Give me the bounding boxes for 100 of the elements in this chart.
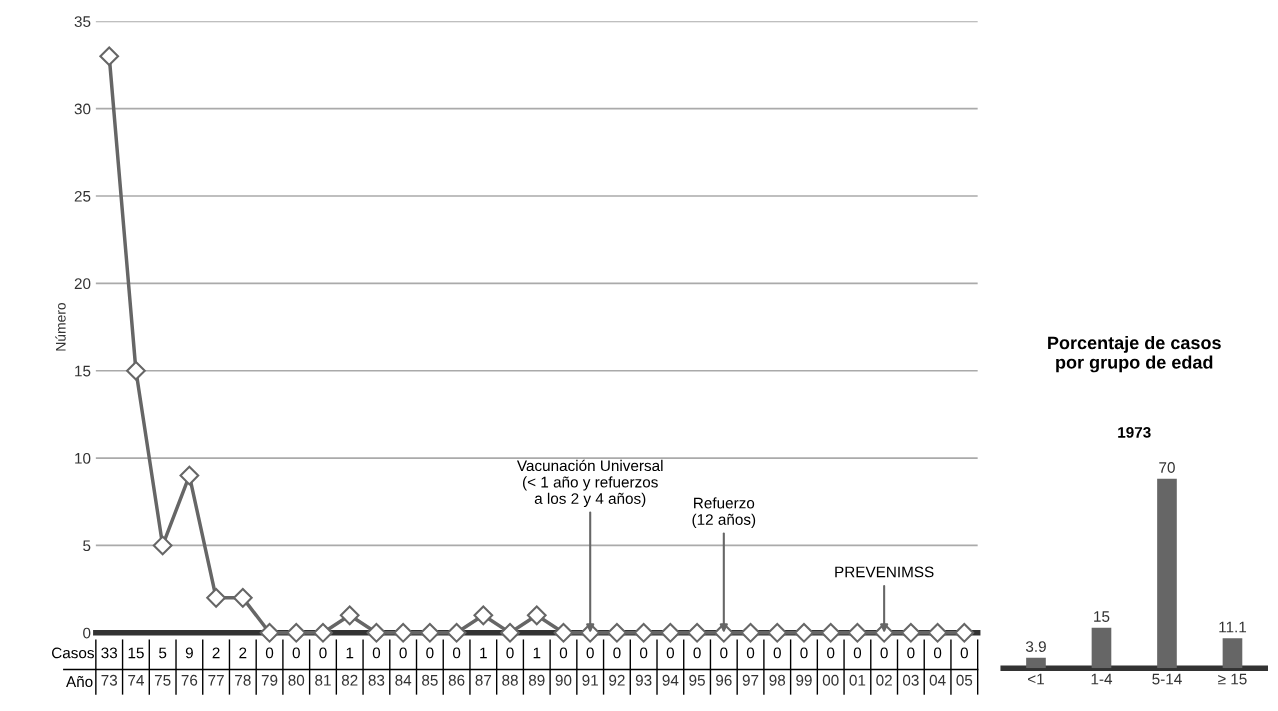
point bbox=[393, 622, 414, 643]
x-tick-label: 87 bbox=[475, 674, 492, 686]
data-label: 15 bbox=[128, 647, 144, 659]
x-tick-label: 00 bbox=[822, 674, 839, 686]
point bbox=[794, 622, 814, 643]
data-label: 0 bbox=[292, 647, 300, 659]
x-tick-label: 91 bbox=[582, 674, 598, 686]
data-label: 0 bbox=[773, 647, 781, 659]
data-label: 0 bbox=[559, 647, 568, 659]
data-label: 0 bbox=[613, 647, 621, 659]
data-label: 0 bbox=[372, 647, 381, 659]
x-tick-label: 04 bbox=[929, 674, 946, 686]
y-tick-label: 35 bbox=[74, 16, 91, 28]
data-label: 9 bbox=[185, 647, 193, 659]
x-tick-label: 95 bbox=[689, 674, 705, 686]
x-tick-label: 94 bbox=[662, 674, 679, 686]
data-label: 2 bbox=[212, 647, 220, 659]
y-tick-label: 10 bbox=[75, 452, 91, 464]
chart-title: Porcentaje de casos por grupo de edad bbox=[1048, 335, 1221, 373]
x-tick-label: 93 bbox=[635, 674, 652, 686]
x-tick-label: 05 bbox=[956, 674, 973, 686]
x-tick-label: 84 bbox=[395, 674, 412, 686]
x-tick-label: 90 bbox=[555, 674, 572, 686]
data-label: 2 bbox=[239, 647, 247, 659]
data-label: 0 bbox=[666, 647, 675, 659]
x-tick-label: 99 bbox=[796, 674, 812, 686]
x-tick-label: 03 bbox=[902, 674, 919, 686]
data-label: 0 bbox=[693, 647, 701, 659]
point bbox=[500, 622, 520, 643]
bar bbox=[1222, 638, 1243, 669]
chart-subtitle: 1973 bbox=[1118, 426, 1151, 438]
point bbox=[99, 46, 120, 67]
point bbox=[179, 465, 200, 486]
point bbox=[232, 587, 253, 608]
point bbox=[553, 622, 574, 643]
annotation: Refuerzo (12 años) bbox=[692, 497, 756, 528]
point bbox=[446, 622, 467, 643]
data-label: 70 bbox=[1159, 462, 1175, 473]
data-label: 1 bbox=[480, 647, 487, 659]
data-label: 0 bbox=[907, 647, 915, 659]
data-label: 0 bbox=[640, 647, 648, 659]
data-label: 11.1 bbox=[1219, 621, 1247, 633]
text: Casos bbox=[51, 647, 94, 659]
bar bbox=[1091, 627, 1112, 669]
x-tick-label: 82 bbox=[341, 674, 358, 686]
data-label: 15 bbox=[1094, 611, 1110, 622]
point bbox=[767, 622, 788, 643]
data-label: 0 bbox=[265, 647, 274, 659]
point bbox=[526, 605, 547, 626]
data-label: 0 bbox=[399, 647, 407, 659]
point bbox=[900, 622, 921, 643]
y-tick-label: 5 bbox=[83, 540, 91, 552]
x-tick-label: 76 bbox=[181, 674, 198, 686]
point bbox=[820, 622, 841, 643]
point bbox=[313, 622, 333, 643]
point bbox=[954, 622, 975, 643]
point bbox=[339, 605, 360, 626]
x-tick-label: 01 bbox=[849, 674, 866, 686]
y-tick-label: 15 bbox=[75, 365, 91, 377]
x-tick-label: 74 bbox=[128, 675, 144, 686]
x-tick-label: 83 bbox=[368, 674, 385, 686]
point bbox=[126, 360, 146, 381]
data-label: 5 bbox=[159, 647, 167, 659]
data-label: 0 bbox=[960, 647, 968, 659]
annotation: PREVENIMSS bbox=[835, 566, 934, 578]
x-tick-label: 97 bbox=[742, 674, 759, 686]
data-label: 0 bbox=[827, 647, 835, 659]
point bbox=[633, 622, 654, 643]
x-tick-label: 78 bbox=[235, 674, 251, 686]
annotation: Vacunación Universal (< 1 año y refuerzos a los 2 y 4 años) bbox=[516, 459, 663, 507]
point bbox=[687, 622, 707, 643]
x-tick-label: 86 bbox=[448, 674, 465, 686]
x-tick-label: 73 bbox=[101, 674, 118, 686]
data-label: 3.9 bbox=[1025, 641, 1046, 652]
point bbox=[286, 622, 307, 643]
x-tick-label: 89 bbox=[528, 674, 545, 686]
x-tick-label: 79 bbox=[261, 674, 278, 686]
point bbox=[660, 622, 681, 643]
data-label: 0 bbox=[426, 647, 434, 659]
point bbox=[473, 605, 494, 626]
x-tick-label: 92 bbox=[609, 674, 625, 686]
x-tick-label: 77 bbox=[208, 675, 224, 686]
point bbox=[152, 535, 173, 556]
x-tick-label: ≥ 15 bbox=[1218, 673, 1247, 685]
x-tick-label: 1-4 bbox=[1091, 673, 1113, 685]
x-tick-label: 80 bbox=[288, 674, 305, 686]
point bbox=[740, 622, 761, 643]
x-tick-label: 96 bbox=[716, 674, 732, 686]
x-tick-label: 98 bbox=[769, 674, 786, 686]
data-label: 1 bbox=[533, 647, 541, 659]
y-tick-label: 0 bbox=[83, 627, 91, 639]
data-label: 0 bbox=[853, 647, 862, 659]
data-label: 0 bbox=[800, 647, 808, 659]
data-label: 33 bbox=[101, 647, 118, 659]
point bbox=[927, 622, 948, 643]
x-tick-label: 5-14 bbox=[1152, 673, 1182, 685]
data-label: 0 bbox=[933, 647, 942, 659]
y-tick-label: 30 bbox=[74, 103, 91, 115]
x-tick-label: 02 bbox=[876, 674, 892, 686]
data-label: 0 bbox=[746, 647, 755, 659]
